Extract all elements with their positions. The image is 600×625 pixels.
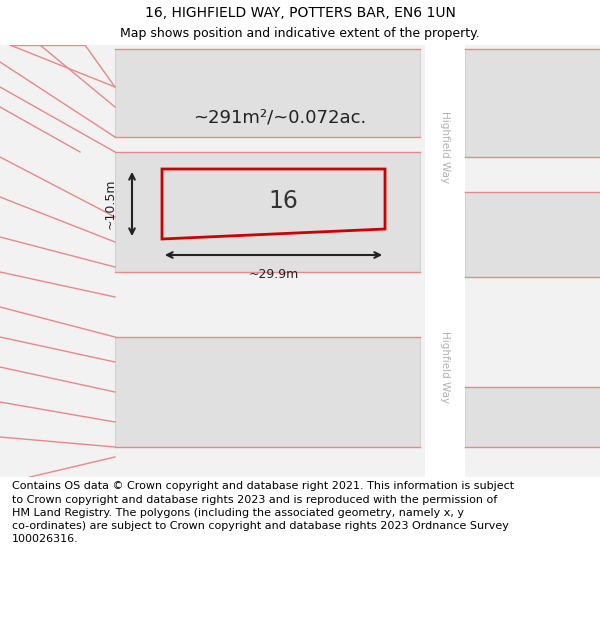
- Polygon shape: [162, 169, 385, 239]
- Bar: [115, 152, 420, 272]
- Text: ~10.5m: ~10.5m: [104, 179, 116, 229]
- Text: 16: 16: [269, 189, 298, 214]
- Bar: [115, 49, 420, 137]
- Text: Contains OS data © Crown copyright and database right 2021. This information is : Contains OS data © Crown copyright and d…: [12, 481, 514, 544]
- Text: ~291m²/~0.072ac.: ~291m²/~0.072ac.: [193, 108, 367, 126]
- Bar: [465, 387, 600, 447]
- Text: 16, HIGHFIELD WAY, POTTERS BAR, EN6 1UN: 16, HIGHFIELD WAY, POTTERS BAR, EN6 1UN: [145, 6, 455, 19]
- Bar: [465, 49, 600, 157]
- Text: Highfield Way: Highfield Way: [440, 331, 450, 403]
- Bar: [115, 337, 420, 447]
- Bar: [465, 192, 600, 277]
- Bar: [425, 45, 465, 477]
- Text: Map shows position and indicative extent of the property.: Map shows position and indicative extent…: [120, 28, 480, 40]
- Text: ~29.9m: ~29.9m: [248, 269, 299, 281]
- Text: Highfield Way: Highfield Way: [440, 111, 450, 183]
